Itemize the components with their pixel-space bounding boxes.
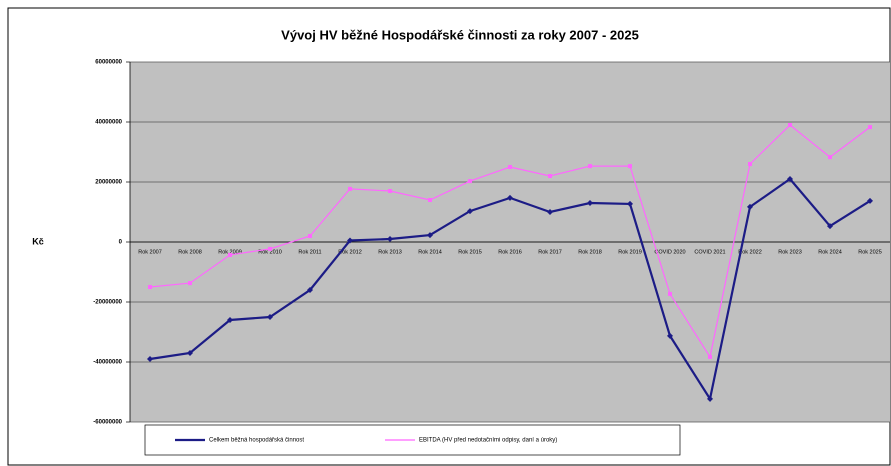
- data-point: [148, 285, 152, 289]
- data-point: [267, 314, 273, 320]
- x-tick-label: Rok 2007: [138, 249, 162, 255]
- x-tick-label: COVID 2020: [654, 249, 685, 255]
- legend-label: EBITDA (HV před nedotačními odpisy, daní…: [419, 438, 557, 444]
- y-tick-label: 60000000: [95, 60, 122, 66]
- data-point: [227, 317, 233, 323]
- x-tick-label: Rok 2024: [818, 249, 842, 255]
- y-tick-label: -60000000: [93, 420, 122, 426]
- y-tick-label: -40000000: [93, 360, 122, 366]
- data-point: [788, 123, 792, 127]
- data-point: [468, 179, 472, 184]
- x-tick-label: Rok 2022: [738, 249, 762, 255]
- data-point: [667, 332, 673, 339]
- x-tick-label: Rok 2009: [218, 249, 242, 255]
- x-tick-label: COVID 2021: [694, 249, 725, 255]
- data-point: [548, 174, 552, 178]
- x-tick-label: Rok 2023: [778, 249, 802, 255]
- x-tick-label: Rok 2018: [578, 249, 602, 255]
- data-point: [348, 186, 352, 191]
- x-tick-label: Rok 2010: [258, 249, 282, 255]
- y-axis-label: Kč: [32, 236, 44, 246]
- data-point: [627, 200, 633, 207]
- data-point: [268, 246, 272, 251]
- data-point: [587, 200, 593, 206]
- data-point: [628, 164, 632, 169]
- data-point: [307, 287, 313, 293]
- data-point: [868, 125, 872, 130]
- x-tick-label: Rok 2015: [458, 249, 482, 255]
- data-point: [588, 164, 592, 169]
- data-point: [708, 354, 712, 359]
- data-point: [787, 176, 793, 182]
- data-point: [467, 208, 473, 215]
- data-point: [147, 356, 153, 362]
- data-point: [507, 194, 513, 201]
- data-point: [427, 232, 433, 239]
- data-point: [508, 165, 512, 169]
- y-tick-label: 40000000: [95, 120, 122, 126]
- data-point: [828, 155, 832, 160]
- chart-title: Vývoj HV běžné Hospodářské činnosti za r…: [281, 27, 639, 42]
- x-tick-label: Rok 2014: [418, 249, 442, 255]
- data-point: [228, 252, 232, 257]
- data-point: [867, 197, 873, 204]
- data-point: [747, 203, 753, 210]
- y-tick-label: 0: [119, 240, 123, 246]
- x-tick-label: Rok 2016: [498, 249, 522, 255]
- data-point: [428, 198, 432, 202]
- data-point: [748, 162, 752, 166]
- legend-label: Celkem běžná hospodářská činnost: [209, 438, 304, 444]
- data-point: [827, 223, 833, 230]
- x-tick-label: Rok 2013: [378, 249, 402, 255]
- x-tick-label: Rok 2011: [298, 249, 321, 255]
- data-point: [388, 189, 392, 193]
- y-tick-label: -20000000: [93, 300, 122, 306]
- data-point: [707, 395, 713, 402]
- data-point: [387, 236, 393, 242]
- x-tick-label: Rok 2012: [338, 249, 362, 255]
- data-point: [547, 209, 553, 215]
- x-tick-label: Rok 2017: [538, 249, 562, 255]
- x-tick-label: Rok 2008: [178, 249, 202, 255]
- data-point: [188, 281, 192, 286]
- x-tick-label: Rok 2025: [858, 249, 882, 255]
- data-point: [347, 237, 353, 244]
- x-tick-label: Rok 2019: [618, 249, 642, 255]
- data-point: [187, 350, 193, 356]
- y-tick-label: 20000000: [95, 180, 122, 186]
- data-point: [668, 291, 672, 296]
- data-point: [308, 234, 312, 238]
